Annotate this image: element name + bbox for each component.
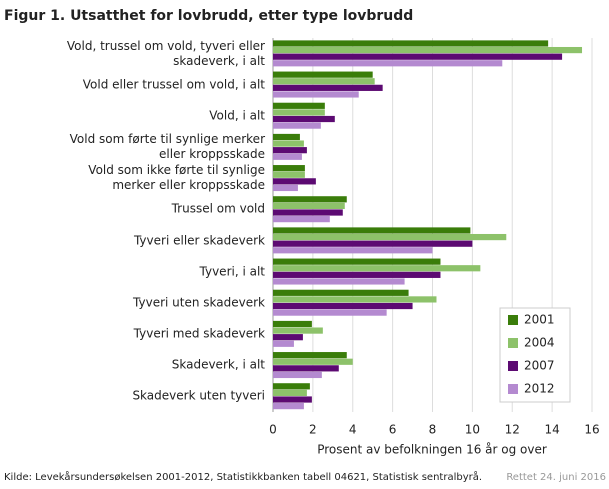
- y-tick-label: Vold, i alt: [209, 108, 265, 123]
- bar: [273, 302, 413, 310]
- legend-label: 2001: [524, 313, 555, 327]
- y-tick-label: Vold eller trussel om vold, i alt: [82, 77, 265, 92]
- bar: [273, 153, 302, 160]
- x-tick-label: 4: [349, 423, 357, 437]
- note: Rettet 24. juni 2016: [506, 472, 606, 483]
- legend-swatch: [508, 315, 518, 325]
- bar: [273, 216, 330, 223]
- x-axis-label: Prosent av befolkningen 16 år og over: [317, 443, 547, 457]
- y-tick-label: Vold som førte til synlige merker eller …: [69, 132, 265, 162]
- y-tick-label: Tyveri med skadeverk: [133, 326, 265, 341]
- bar: [273, 102, 325, 109]
- bar: [273, 327, 323, 334]
- bar: [273, 258, 441, 265]
- bar: [273, 171, 305, 178]
- bar: [273, 247, 433, 254]
- y-tick-label: Skadeverk, i alt: [171, 357, 265, 372]
- bar: [273, 165, 305, 172]
- bar: [273, 71, 373, 78]
- bar: [273, 133, 300, 141]
- bar: [273, 340, 294, 347]
- bar: [273, 46, 583, 54]
- bar: [273, 278, 405, 285]
- x-tick-label: 16: [584, 423, 599, 437]
- bar: [273, 265, 481, 272]
- chart-title: Figur 1. Utsatthet for lovbrudd, etter t…: [4, 8, 413, 24]
- y-tick-label: Vold, trussel om vold, tyveri eller skad…: [66, 38, 265, 68]
- bar: [273, 122, 321, 129]
- bar: [273, 365, 339, 372]
- bar: [273, 78, 375, 85]
- bar: [273, 296, 437, 303]
- bar: [273, 233, 507, 241]
- bar: [273, 240, 473, 247]
- bar: [273, 334, 303, 341]
- y-tick-label: Vold som ikke førte til synlige merker e…: [88, 163, 265, 193]
- y-tick-label: Skadeverk uten tyveri: [132, 388, 265, 403]
- y-tick-label: Tyveri eller skadeverk: [133, 233, 265, 248]
- bar: [273, 271, 441, 278]
- legend-swatch: [508, 384, 518, 394]
- x-tick-label: 14: [544, 423, 559, 437]
- bar: [273, 383, 310, 390]
- bar: [273, 389, 307, 397]
- bar: [273, 109, 325, 116]
- bar: [273, 196, 347, 203]
- bar: [273, 40, 549, 47]
- bar: [273, 184, 298, 192]
- x-tick-label: 0: [269, 423, 277, 437]
- x-tick-label: 8: [429, 423, 437, 437]
- bar: [273, 358, 353, 365]
- bar: [273, 320, 312, 328]
- legend-label: 2012: [524, 382, 555, 396]
- y-tick-label: Trussel om vold: [171, 201, 265, 216]
- bar: [273, 371, 322, 379]
- bar: [273, 352, 347, 359]
- bar: [273, 227, 471, 234]
- bar: [273, 53, 563, 60]
- x-tick-label: 10: [465, 423, 480, 437]
- bar: [273, 289, 409, 296]
- bar: [273, 91, 359, 98]
- x-tick-label: 12: [505, 423, 520, 437]
- bar: [273, 115, 335, 123]
- bar: [273, 403, 304, 410]
- bar: [273, 202, 345, 210]
- legend-label: 2007: [524, 359, 555, 373]
- bar: [273, 309, 387, 316]
- bar: [273, 140, 304, 147]
- bar: [273, 60, 503, 67]
- legend-label: 2004: [524, 336, 555, 350]
- legend-swatch: [508, 361, 518, 371]
- x-tick-label: 2: [309, 423, 317, 437]
- y-tick-label: Tyveri uten skadeverk: [133, 295, 265, 310]
- bar: [273, 147, 307, 154]
- y-tick-label: Tyveri, i alt: [199, 264, 265, 279]
- bar: [273, 178, 316, 185]
- source: Kilde: Levekårsundersøkelsen 2001-2012, …: [4, 470, 482, 483]
- legend-swatch: [508, 338, 518, 348]
- x-tick-label: 6: [389, 423, 397, 437]
- bar: [273, 209, 343, 216]
- bar: [273, 396, 312, 403]
- bar: [273, 84, 383, 91]
